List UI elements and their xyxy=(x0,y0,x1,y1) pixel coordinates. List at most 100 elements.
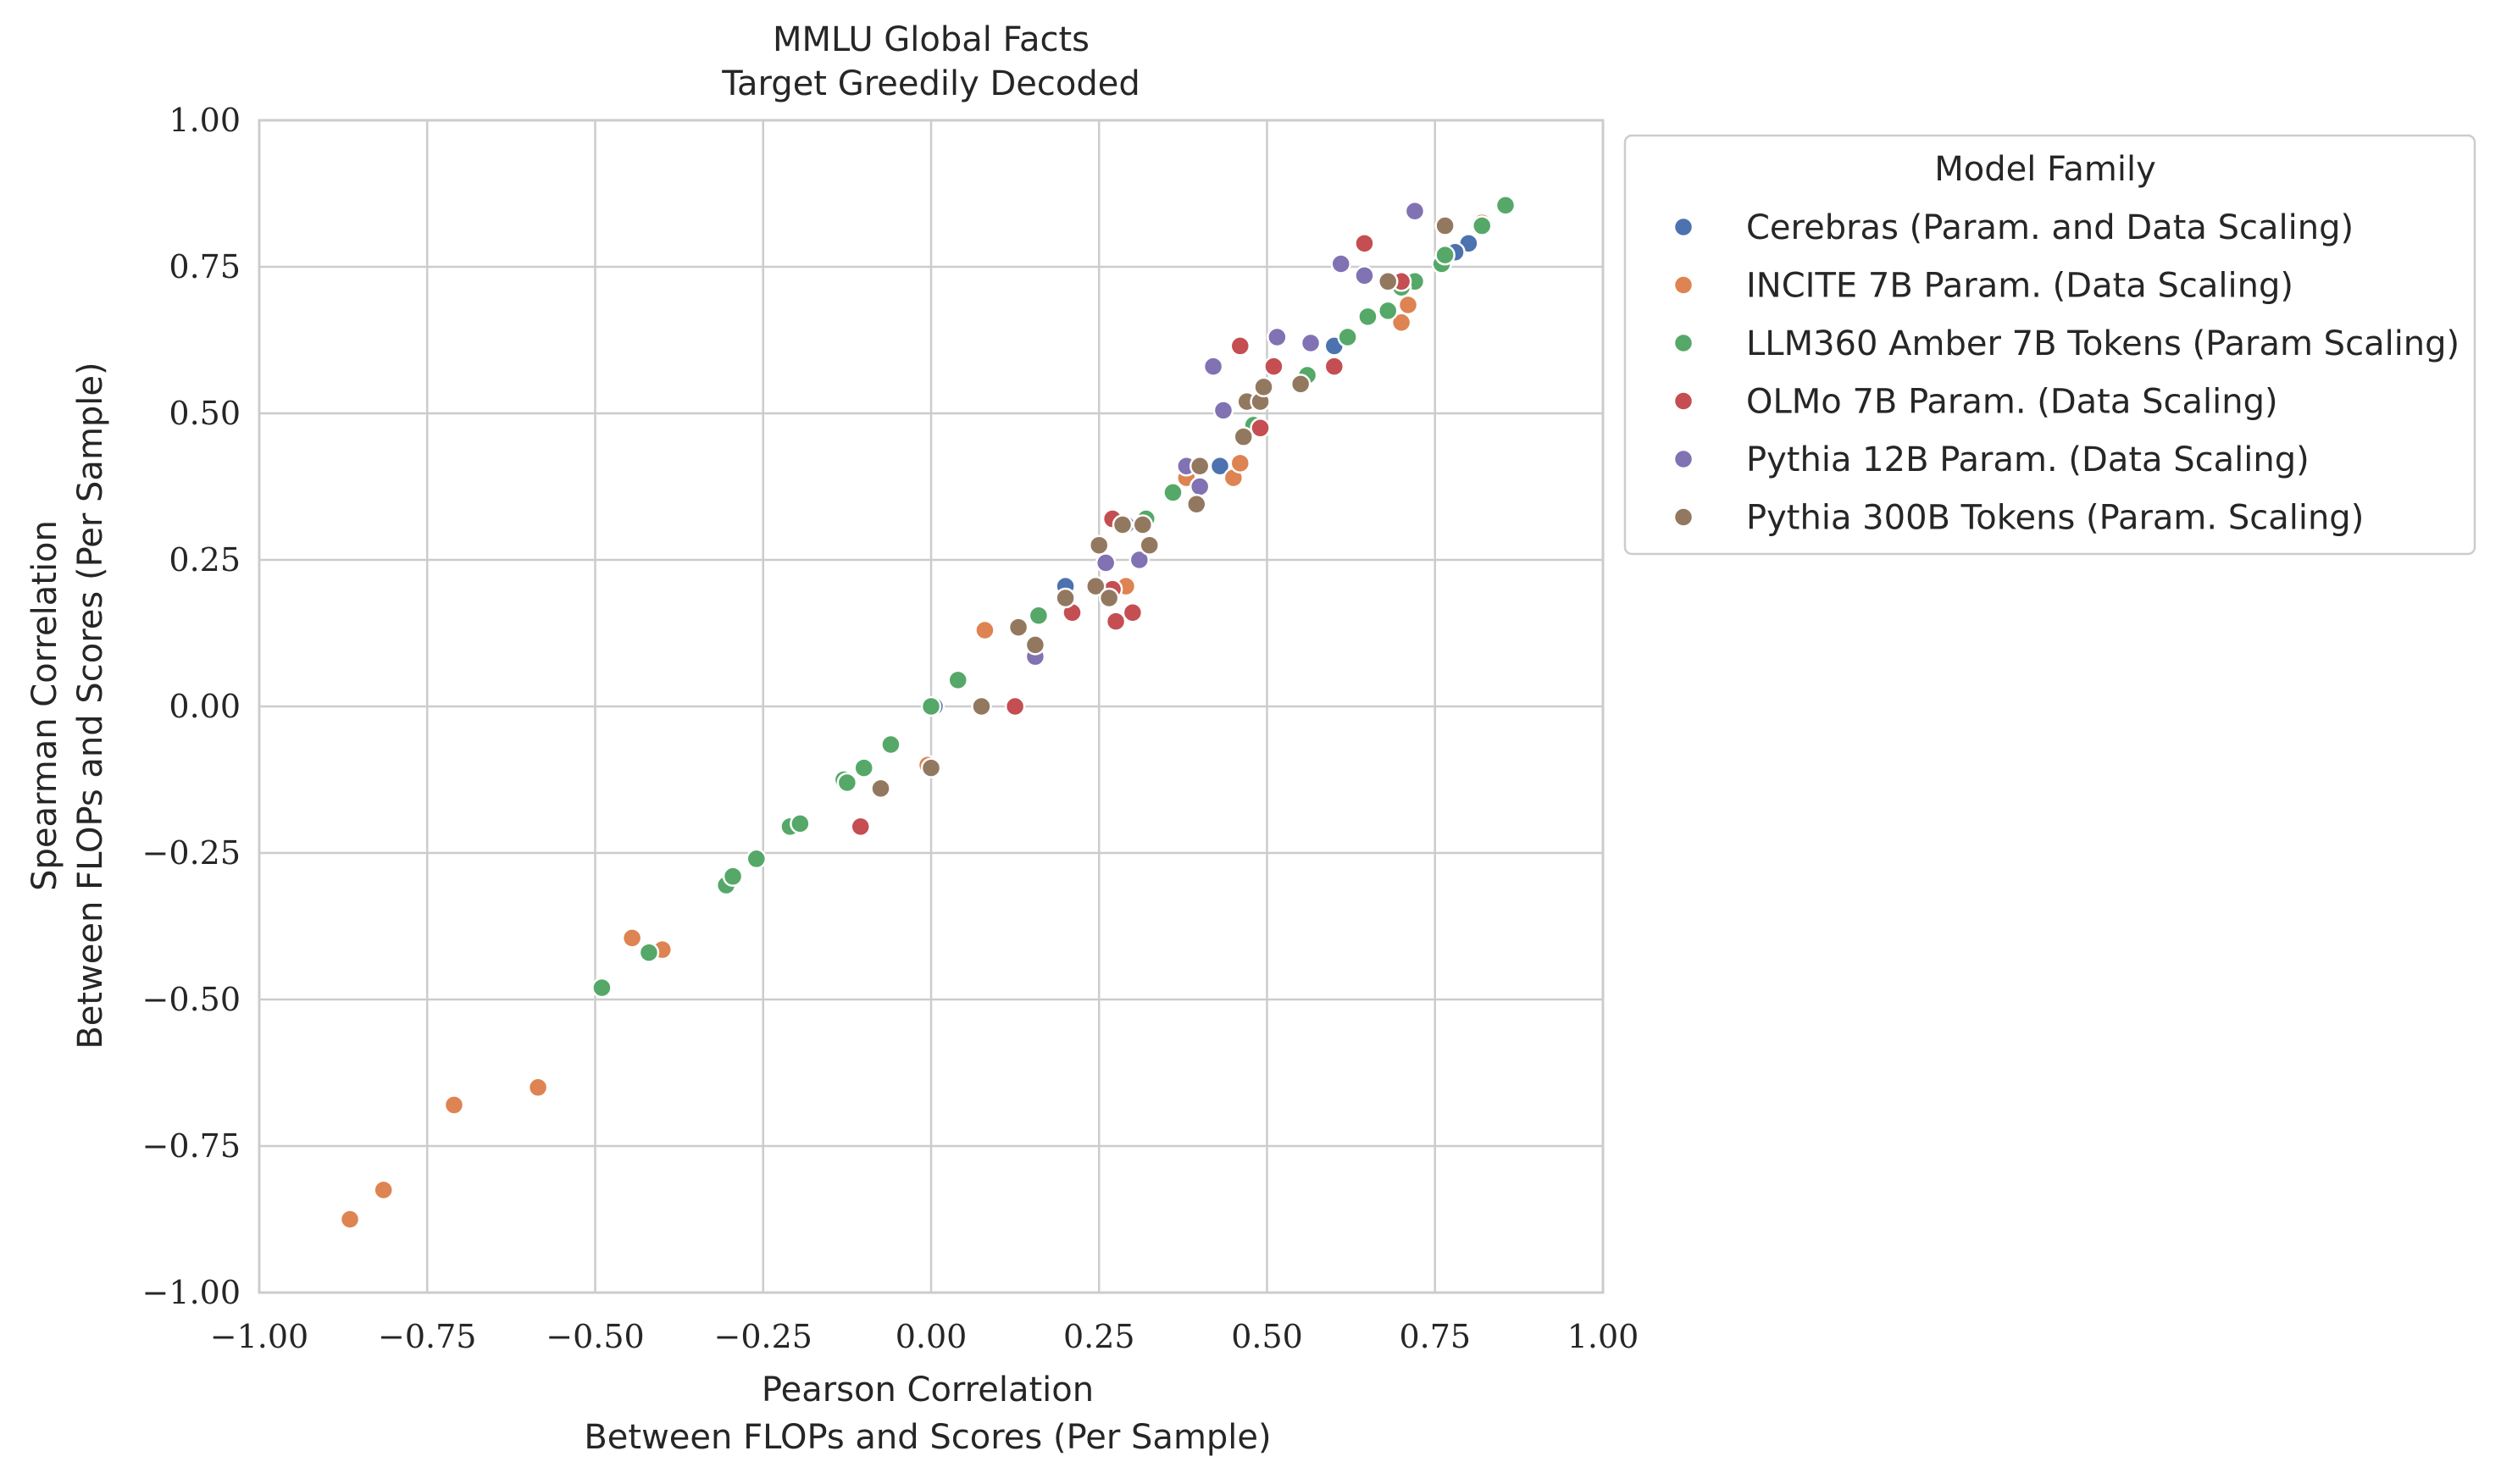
data-point xyxy=(373,1179,394,1201)
data-point xyxy=(1357,306,1378,328)
legend-label: Cerebras (Param. and Data Scaling) xyxy=(1746,208,2354,247)
data-point xyxy=(1397,294,1419,316)
data-point xyxy=(1323,356,1345,377)
data-point xyxy=(790,813,811,834)
data-point xyxy=(1212,400,1234,421)
data-point xyxy=(1095,552,1117,573)
x-tick-label: −1.00 xyxy=(210,1318,308,1355)
data-point xyxy=(1105,611,1127,632)
data-point xyxy=(1289,374,1312,395)
y-tick-label: 1.00 xyxy=(169,102,241,139)
data-point xyxy=(339,1209,361,1230)
legend-marker xyxy=(1672,274,1694,296)
legend: Model Family Cerebras (Param. and Data S… xyxy=(1623,134,2476,556)
data-point xyxy=(1330,253,1351,274)
data-point xyxy=(1494,195,1517,216)
x-tick-label: −0.50 xyxy=(546,1318,644,1355)
legend-title: Model Family xyxy=(1934,150,2156,189)
data-point xyxy=(1007,617,1029,638)
data-point xyxy=(1390,312,1412,333)
data-point xyxy=(1377,271,1399,292)
x-tick-label: 0.50 xyxy=(1231,1318,1303,1355)
y-tick-label: −0.50 xyxy=(142,981,241,1018)
data-point xyxy=(947,669,968,691)
data-point xyxy=(1089,534,1110,556)
chart-title-line-1: MMLU Global Facts xyxy=(773,20,1090,59)
data-point xyxy=(1128,549,1151,571)
y-tick-label: 0.50 xyxy=(169,395,241,432)
legend-label: Pythia 300B Tokens (Param. Scaling) xyxy=(1746,499,2364,538)
series-5 xyxy=(870,215,1456,800)
data-point xyxy=(1434,215,1456,236)
legend-label: LLM360 Amber 7B Tokens (Param Scaling) xyxy=(1746,324,2459,363)
data-point xyxy=(1250,418,1271,439)
plot-frame xyxy=(258,119,1605,1294)
legend-marker xyxy=(1672,507,1694,528)
data-point xyxy=(443,1094,465,1116)
data-point xyxy=(1229,452,1251,474)
y-tick-label: 0.75 xyxy=(169,248,241,285)
legend-marker xyxy=(1672,448,1694,470)
data-point xyxy=(1472,215,1493,236)
y-tick-label: −0.25 xyxy=(142,834,241,872)
data-point xyxy=(1404,201,1426,222)
data-point xyxy=(1354,265,1375,286)
series-4 xyxy=(1024,201,1426,667)
data-point xyxy=(1377,300,1399,322)
legend-marker xyxy=(1672,216,1694,238)
data-point xyxy=(1189,476,1211,497)
data-point xyxy=(1253,376,1274,398)
legend-label: OLMo 7B Param. (Data Scaling) xyxy=(1746,383,2278,422)
chart-title-line-2: Target Greedily Decoded xyxy=(721,64,1140,103)
legend-marker xyxy=(1672,390,1694,412)
data-point xyxy=(1434,244,1456,266)
data-point xyxy=(746,848,768,870)
data-point xyxy=(836,772,858,794)
legend-label: INCITE 7B Param. (Data Scaling) xyxy=(1746,267,2293,306)
x-tick-label: 1.00 xyxy=(1567,1318,1639,1355)
legend-marker xyxy=(1672,332,1694,354)
data-point xyxy=(1263,356,1284,377)
x-tick-label: 0.75 xyxy=(1399,1318,1471,1355)
data-point xyxy=(920,695,942,717)
data-point xyxy=(1354,233,1375,254)
x-tick-labels: −1.00 −0.75 −0.50 −0.25 0.00 0.25 0.50 0.75 1.00 xyxy=(210,1318,1639,1355)
data-point xyxy=(971,695,992,717)
data-point xyxy=(1300,332,1322,354)
data-point xyxy=(1189,456,1211,477)
data-point xyxy=(1122,602,1144,623)
y-tick-labels: −1.00 −0.75 −0.50 −0.25 0.00 0.25 0.50 0.75 1.00 xyxy=(142,102,241,1311)
data-points xyxy=(339,195,1517,1230)
data-point xyxy=(1139,534,1160,556)
y-tick-label: −0.75 xyxy=(142,1127,241,1165)
data-point xyxy=(591,977,613,999)
y-tick-label: 0.00 xyxy=(169,688,241,725)
series-3 xyxy=(850,233,1412,838)
data-point xyxy=(621,928,643,949)
series-1 xyxy=(339,212,1493,1230)
data-point xyxy=(870,778,891,800)
data-point xyxy=(1209,456,1231,477)
data-point xyxy=(638,942,660,963)
legend-box xyxy=(1623,134,2476,556)
data-point xyxy=(1132,514,1154,535)
data-point xyxy=(1202,356,1224,377)
x-axis-label-line-1: Pearson Correlation xyxy=(762,1370,1094,1409)
legend-label: Pythia 12B Param. (Data Scaling) xyxy=(1746,440,2310,479)
x-axis-label-line-2: Between FLOPs and Scores (Per Sample) xyxy=(584,1418,1271,1457)
y-axis-label-line-2: Between FLOPs and Scores (Per Sample) xyxy=(71,362,110,1049)
data-point xyxy=(1185,494,1207,515)
data-point xyxy=(1024,634,1046,656)
y-tick-label: 0.25 xyxy=(169,541,241,579)
data-point xyxy=(722,866,744,887)
series-2 xyxy=(591,195,1517,999)
x-tick-label: 0.00 xyxy=(896,1318,968,1355)
x-tick-label: 0.25 xyxy=(1063,1318,1135,1355)
data-point xyxy=(1337,326,1358,348)
data-point xyxy=(1112,514,1134,535)
data-point xyxy=(974,619,995,641)
data-point xyxy=(1229,335,1251,357)
data-point xyxy=(1233,426,1254,447)
x-tick-label: −0.75 xyxy=(378,1318,476,1355)
